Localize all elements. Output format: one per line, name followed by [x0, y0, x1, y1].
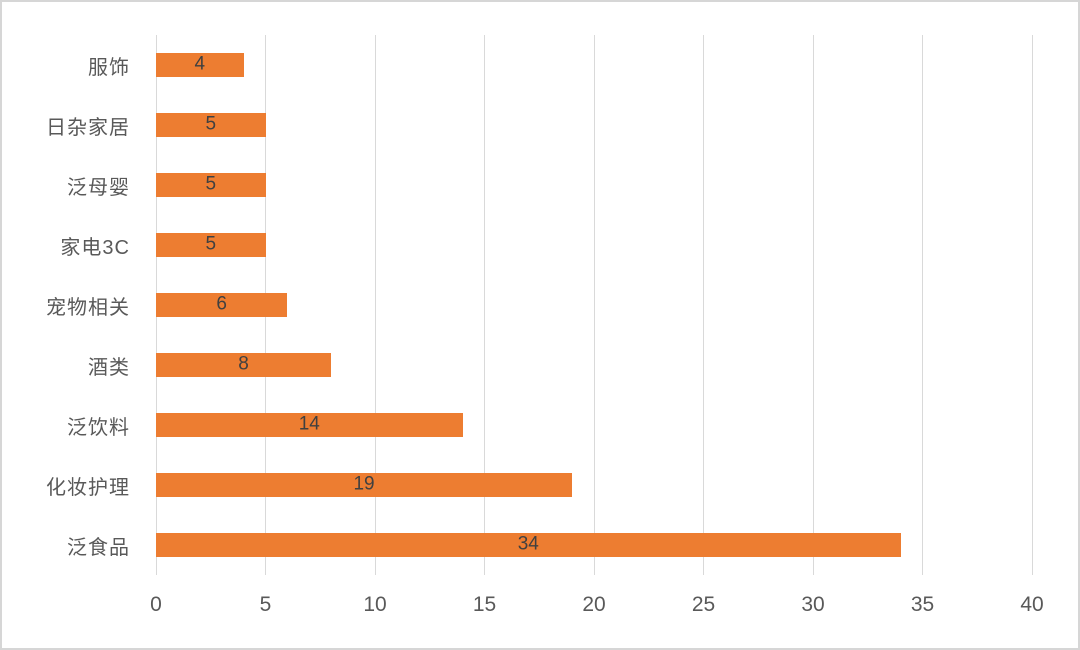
bar-row: 服饰 4 — [2, 35, 1032, 95]
gridline — [922, 35, 923, 575]
bar: 4 — [156, 53, 244, 77]
bar-track: 6 — [156, 275, 1032, 335]
bar-row: 日杂家居 5 — [2, 95, 1032, 155]
category-label: 家电3C — [60, 236, 130, 259]
gridline — [593, 35, 595, 575]
value-label: 5 — [205, 173, 217, 195]
x-tick-label: 0 — [150, 593, 162, 616]
x-tick-label: 15 — [472, 593, 497, 616]
value-label: 19 — [353, 473, 375, 495]
bar-track: 8 — [156, 335, 1032, 395]
category-label: 服饰 — [88, 56, 130, 79]
x-tick-label: 30 — [801, 593, 825, 616]
value-label: 8 — [238, 353, 249, 375]
x-axis: 0 5 10 15 20 25 30 35 40 — [2, 593, 1078, 623]
x-tick-label: 35 — [910, 593, 935, 616]
value-label: 4 — [194, 53, 206, 75]
plot-area: 服饰 4 日杂家居 5 泛母婴 5 家电3C 5 宠物相关 6 酒类 8 泛饮料 14 化妆护理 19 泛食品 3… — [2, 35, 1032, 575]
gridline — [484, 35, 485, 575]
category-label: 宠物相关 — [46, 296, 130, 319]
bar: 14 — [156, 413, 463, 437]
bar-track: 5 — [156, 215, 1032, 275]
bar: 5 — [156, 113, 266, 137]
bar: 6 — [156, 293, 288, 317]
bar-track: 14 — [156, 395, 1032, 455]
x-tick-label: 25 — [691, 593, 716, 616]
value-label: 34 — [517, 533, 539, 555]
bar: 19 — [156, 473, 573, 497]
bar-row: 泛食品 34 — [2, 515, 1032, 575]
bar: 8 — [156, 353, 332, 377]
bar-row: 家电3C 5 — [2, 215, 1032, 275]
bar-track: 5 — [156, 95, 1032, 155]
bar-row: 宠物相关 6 — [2, 275, 1032, 335]
category-label: 泛食品 — [67, 536, 130, 559]
bar: 5 — [156, 233, 266, 257]
gridline — [703, 35, 704, 575]
bar-row: 泛饮料 14 — [2, 395, 1032, 455]
value-label: 5 — [205, 113, 217, 135]
bar-track: 5 — [156, 155, 1032, 215]
bar-row: 化妆护理 19 — [2, 455, 1032, 515]
bar-track: 34 — [156, 515, 1032, 575]
value-label: 6 — [216, 293, 227, 315]
gridline — [374, 35, 376, 575]
bar-track: 19 — [156, 455, 1032, 515]
x-tick-label: 5 — [259, 593, 272, 616]
bar-row: 泛母婴 5 — [2, 155, 1032, 215]
category-label: 酒类 — [88, 356, 130, 379]
category-label: 日杂家居 — [46, 116, 130, 139]
category-label: 化妆护理 — [46, 476, 130, 499]
bar: 5 — [156, 173, 266, 197]
x-tick-label: 40 — [1020, 593, 1044, 616]
bar: 34 — [156, 533, 901, 557]
x-tick-label: 10 — [363, 593, 387, 616]
category-label: 泛母婴 — [67, 176, 130, 199]
value-label: 5 — [205, 233, 217, 255]
category-label: 泛饮料 — [67, 416, 130, 439]
gridline — [1031, 35, 1033, 575]
gridline — [812, 35, 814, 575]
bar-row: 酒类 8 — [2, 335, 1032, 395]
value-label: 14 — [298, 413, 320, 435]
bar-track: 4 — [156, 35, 1032, 95]
x-tick-label: 20 — [582, 593, 606, 616]
